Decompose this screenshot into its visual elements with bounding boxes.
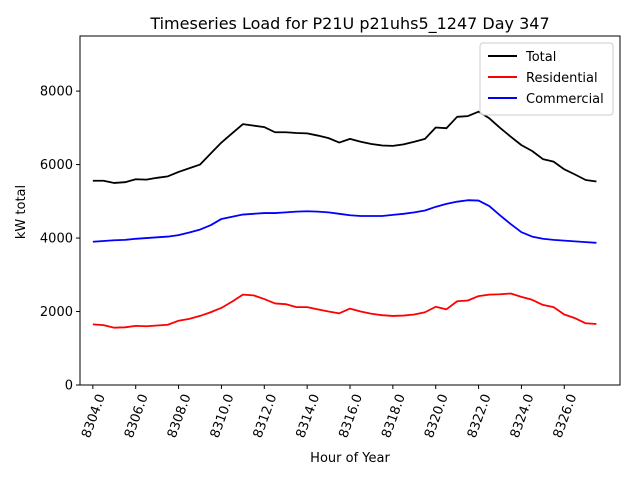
y-tick-label: 4000 [40,232,73,247]
legend-label-total: Total [525,50,556,65]
series-line-commercial [92,199,597,244]
y-tick-label: 8000 [40,85,73,100]
chart-title: Timeseries Load for P21U p21uhs5_1247 Da… [149,14,549,34]
series-line-total [92,110,597,184]
x-axis-label: Hour of Year [310,451,390,466]
legend-label-commercial: Commercial [526,92,604,107]
series-line-residential [92,292,597,329]
y-axis-label: kW total [14,185,29,239]
y-axis: 0 2000 4000 6000 8000 [40,85,80,394]
y-tick-label: 6000 [40,158,73,173]
plot-area [79,35,621,386]
y-tick-label: 0 [65,379,73,394]
legend: Total Residential Commercial [479,42,614,116]
y-tick-label: 2000 [40,305,73,320]
legend-label-residential: Residential [526,71,598,86]
